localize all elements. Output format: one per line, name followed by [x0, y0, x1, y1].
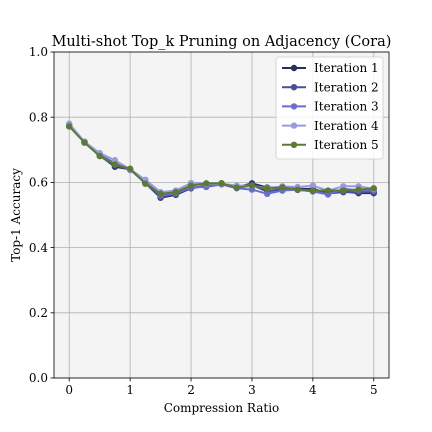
legend-label: Iteration 5	[314, 138, 379, 152]
y-tick-label: 0.4	[29, 241, 48, 255]
data-point	[96, 152, 103, 160]
data-point	[203, 180, 210, 187]
data-point	[233, 184, 240, 191]
data-point	[66, 123, 73, 130]
legend-marker	[290, 84, 298, 91]
legend-item: Iteration 3	[282, 100, 379, 114]
legend: Iteration 1 Iteration 2 Iteration 3 Iterati…	[275, 56, 384, 160]
data-point	[157, 190, 164, 198]
data-point	[111, 161, 119, 168]
legend-label: Iteration 2	[314, 80, 379, 94]
legend-item: Iteration 2	[282, 80, 379, 94]
data-point	[248, 182, 256, 189]
data-point	[263, 185, 271, 193]
data-point	[309, 187, 317, 194]
data-point	[126, 165, 134, 172]
data-point	[324, 187, 332, 194]
x-tick-label: 4	[309, 383, 317, 397]
legend-label: Iteration 4	[314, 119, 379, 133]
y-tick-label: 1.0	[29, 45, 48, 59]
data-point	[81, 139, 88, 146]
y-axis-label: Top-1 Accuracy	[9, 168, 23, 262]
x-tick-label: 5	[370, 383, 378, 397]
legend-marker	[290, 141, 298, 148]
legend-item: Iteration 4	[282, 119, 379, 133]
x-tick-label: 1	[126, 383, 134, 397]
x-axis: 0 1 2 3 4 5	[65, 378, 378, 397]
x-tick-label: 3	[248, 383, 256, 397]
data-point	[294, 186, 301, 193]
data-point	[218, 180, 225, 187]
data-point	[309, 182, 317, 189]
data-point	[355, 186, 362, 193]
y-tick-label: 0.6	[29, 176, 48, 190]
legend-item: Iteration 5	[282, 138, 379, 152]
data-point	[279, 184, 286, 191]
x-tick-label: 0	[65, 383, 73, 397]
legend-item: Iteration 1	[282, 61, 379, 75]
legend-marker	[290, 122, 298, 129]
y-tick-label: 0.0	[29, 371, 48, 385]
series-5	[66, 123, 377, 198]
y-tick-label: 0.2	[29, 306, 48, 320]
data-point	[142, 180, 149, 187]
data-point	[340, 187, 347, 194]
x-axis-label: Compression Ratio	[164, 401, 280, 415]
y-axis: 0.0 0.2 0.4 0.6 0.8 1.0	[29, 45, 54, 385]
data-point	[187, 182, 195, 189]
legend-marker	[290, 64, 298, 72]
chart-title: Multi-shot Top_k Pruning on Adjacency (C…	[52, 34, 392, 50]
legend-label: Iteration 3	[314, 100, 379, 114]
y-tick-label: 0.8	[29, 110, 48, 124]
plot-frame	[53, 51, 390, 379]
legend-box	[275, 56, 384, 160]
x-tick-label: 2	[187, 383, 195, 397]
series-layer	[66, 120, 377, 201]
legend-marker	[290, 103, 298, 110]
data-point	[172, 188, 180, 196]
data-point	[263, 190, 271, 198]
legend-label: Iteration 1	[314, 61, 379, 75]
data-point	[370, 185, 377, 192]
